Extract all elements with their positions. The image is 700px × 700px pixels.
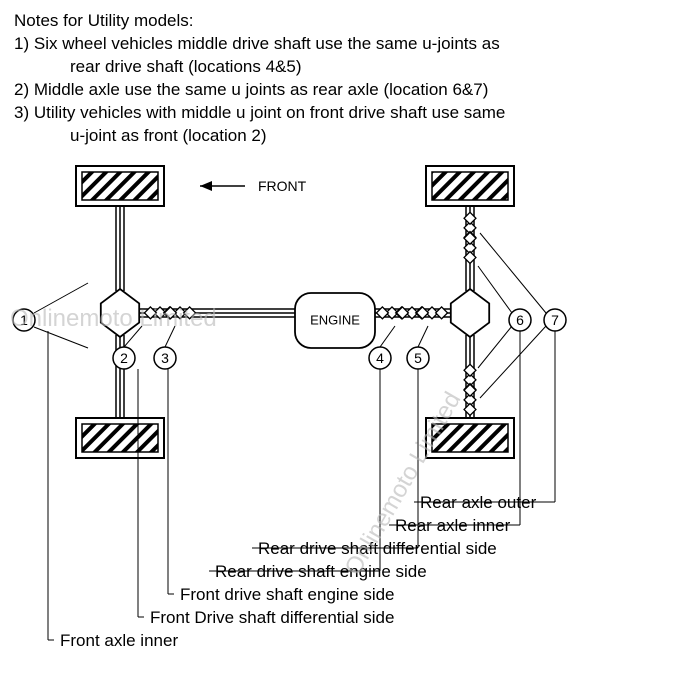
svg-text:Rear axle outer: Rear axle outer [420,493,537,512]
svg-text:Front axle inner: Front axle inner [60,631,178,650]
svg-text:Rear drive shaft differential: Rear drive shaft differential side [258,539,497,558]
svg-text:4: 4 [376,350,384,366]
drivetrain-diagram: ENGINE FRONT 1 2 3 4 5 6 7 Front axle inner Front … [0,148,700,688]
note-2: 2) Middle axle use the same u joints as … [14,79,686,102]
note-1: 1) Six wheel vehicles middle drive shaft… [14,33,686,56]
svg-text:ENGINE: ENGINE [310,312,360,327]
svg-text:Front Drive shaft differential: Front Drive shaft differential side [150,608,394,627]
svg-text:2: 2 [120,350,128,366]
svg-text:1: 1 [20,312,28,328]
svg-text:Rear axle inner: Rear axle inner [395,516,511,535]
svg-text:6: 6 [516,312,524,328]
note-1-cont: rear drive shaft (locations 4&5) [14,56,686,79]
svg-text:FRONT: FRONT [258,178,307,194]
note-3: 3) Utility vehicles with middle u joint … [14,102,686,125]
svg-text:3: 3 [161,350,169,366]
svg-text:Front drive shaft engine side: Front drive shaft engine side [180,585,395,604]
svg-text:Rear drive shaft engine side: Rear drive shaft engine side [215,562,427,581]
notes-title: Notes for Utility models: [14,10,686,33]
svg-text:7: 7 [551,312,559,328]
notes-block: Notes for Utility models: 1) Six wheel v… [0,0,700,148]
note-3-cont: u-joint as front (location 2) [14,125,686,148]
svg-text:5: 5 [414,350,422,366]
